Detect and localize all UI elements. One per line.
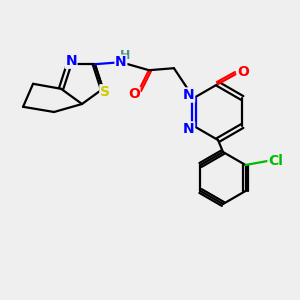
Text: O: O: [237, 65, 249, 79]
Text: S: S: [100, 85, 110, 99]
Text: N: N: [65, 54, 77, 68]
Text: N: N: [183, 88, 195, 102]
Text: N: N: [183, 122, 195, 136]
Text: O: O: [128, 87, 140, 101]
Text: N: N: [115, 55, 127, 69]
Text: H: H: [120, 49, 130, 62]
Text: Cl: Cl: [268, 154, 283, 168]
